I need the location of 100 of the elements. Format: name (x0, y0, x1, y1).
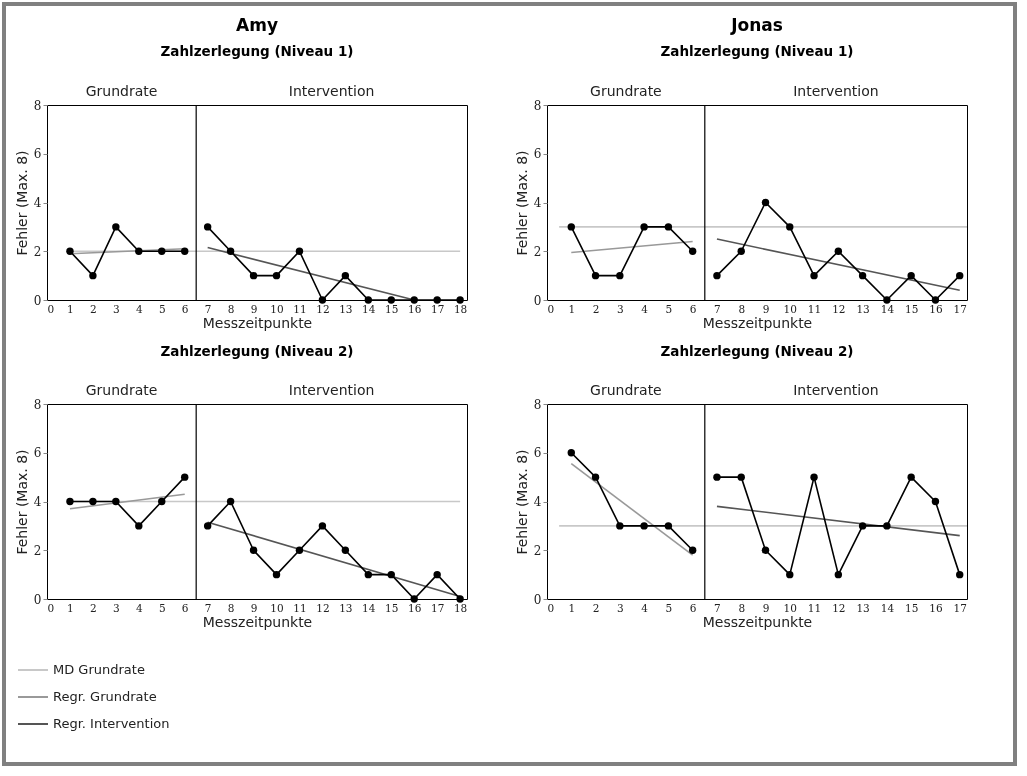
x-tick-label: 9 (250, 302, 258, 315)
point (203, 522, 212, 530)
x-tick-label: 3 (616, 302, 624, 315)
text: Intervention (288, 382, 375, 398)
x-tick-label: 13 (339, 601, 353, 614)
point (688, 247, 697, 255)
y-tick-label: 6 (533, 446, 542, 461)
y-tick-label: 2 (33, 244, 42, 259)
point (883, 296, 891, 304)
x-tick-label: 14 (880, 601, 895, 614)
x-tick-label: 8 (227, 601, 235, 614)
point (89, 271, 97, 280)
y-tick-label: 2 (33, 543, 42, 558)
point (761, 546, 770, 554)
y-tick-label: 6 (533, 147, 542, 162)
point (956, 570, 964, 579)
y-axis-title: Fehler (Max. 8) (13, 150, 30, 256)
point (135, 522, 143, 530)
x-tick-label: 15 (385, 302, 399, 315)
point (858, 522, 867, 530)
x-tick-label: 7 (714, 601, 721, 614)
point (318, 522, 327, 530)
point (272, 271, 281, 280)
point (713, 271, 721, 280)
x-tick-label: 12 (316, 302, 330, 315)
x-tick-label: 15 (385, 601, 399, 614)
point (761, 198, 770, 207)
x-tick-label: 6 (689, 302, 697, 315)
text: Grundrate (590, 382, 662, 398)
chart-subtitle: Zahlzerlegung (Niveau 1) (660, 42, 854, 59)
y-tick-label: 8 (33, 397, 42, 412)
x-tick-label: 12 (832, 601, 846, 614)
x-tick-label: 16 (408, 302, 422, 315)
point (737, 247, 745, 255)
y-tick-label: 2 (533, 543, 542, 558)
x-tick-label: 0 (47, 601, 55, 614)
point (433, 296, 441, 304)
x-tick-label: 7 (714, 302, 721, 315)
x-tick-label: 2 (592, 601, 600, 614)
chart-title: Jonas (730, 14, 783, 35)
point (664, 223, 673, 231)
point (112, 497, 120, 506)
point (688, 546, 697, 554)
x-tick-label: 16 (408, 601, 422, 614)
point (66, 497, 74, 506)
point (810, 473, 818, 481)
x-axis-title: Messzeitpunkte (702, 614, 813, 630)
x-tick-label: 5 (158, 601, 166, 614)
x-tick-label: 13 (339, 302, 353, 315)
point (810, 271, 818, 280)
x-tick-label: 16 (929, 302, 943, 315)
point (341, 546, 350, 554)
x-tick-label: 4 (135, 601, 143, 614)
x-tick-label: 4 (641, 601, 649, 614)
x-tick-label: 0 (547, 302, 555, 315)
point (456, 296, 464, 304)
x-tick-label: 11 (293, 601, 307, 614)
x-tick-label: 3 (113, 601, 120, 614)
point (713, 473, 721, 481)
y-tick-label: 6 (33, 446, 42, 461)
x-tick-label: 2 (90, 302, 97, 315)
x-tick-label: 3 (113, 302, 120, 315)
x-tick-label: 6 (181, 601, 189, 614)
point (931, 497, 940, 506)
point (226, 247, 235, 255)
point (181, 473, 189, 481)
x-tick-label: 12 (316, 601, 330, 614)
x-tick-label: 10 (783, 601, 797, 614)
x-tick-label: 5 (158, 302, 166, 315)
y-tick-label: 8 (33, 98, 42, 113)
x-tick-label: 14 (362, 302, 376, 315)
x-tick-label: 17 (430, 601, 445, 614)
x-tick-label: 14 (880, 302, 895, 315)
point (341, 271, 350, 280)
x-tick-label: 9 (250, 601, 258, 614)
x-tick-label: 6 (689, 601, 697, 614)
point (786, 223, 794, 231)
point (112, 223, 120, 231)
y-tick-label: 8 (533, 98, 542, 113)
legend-label: Regr. Intervention (53, 716, 170, 731)
x-tick-label: 11 (807, 601, 822, 614)
x-tick-label: 10 (270, 302, 284, 315)
point (181, 247, 189, 255)
x-tick-label: 7 (204, 601, 212, 614)
point (158, 247, 166, 255)
point (591, 271, 600, 280)
x-tick-label: 8 (738, 302, 746, 315)
y-tick-label: 4 (33, 196, 42, 210)
chart-title: Amy (236, 14, 278, 35)
point (295, 546, 304, 554)
point (858, 271, 867, 280)
point (318, 296, 327, 304)
point (249, 546, 258, 554)
x-tick-label: 10 (783, 302, 797, 315)
x-tick-label: 12 (832, 302, 846, 315)
point (640, 223, 648, 231)
point (567, 449, 575, 457)
legend-label: MD Grundrate (53, 662, 145, 677)
x-axis-title: Messzeitpunkte (202, 614, 313, 630)
point (364, 570, 373, 579)
